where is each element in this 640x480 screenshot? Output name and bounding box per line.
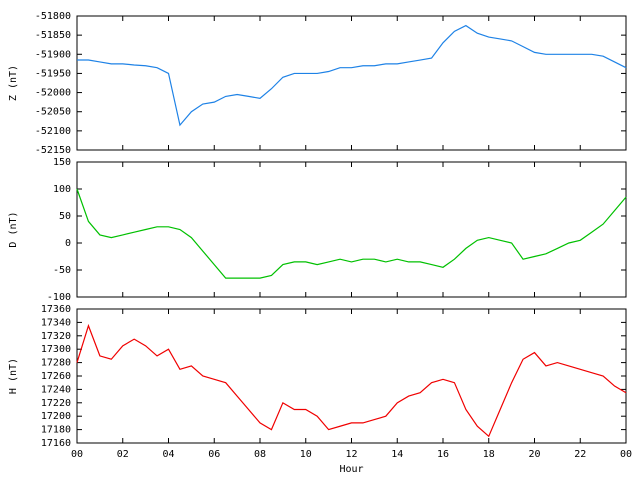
y-tick-label: -51900 (35, 49, 71, 60)
y-tick-label: 50 (59, 211, 71, 222)
y-tick-label: 17180 (41, 425, 71, 436)
y-tick-label: 100 (53, 184, 71, 195)
panel-frame (76, 161, 627, 298)
y-tick-label: 17260 (41, 371, 71, 382)
x-tick-label: 00 (71, 449, 83, 460)
y-tick-label: -100 (47, 292, 71, 303)
y-tick-label: -51850 (35, 30, 71, 41)
data-line (76, 188, 627, 279)
y-tick-label: 17300 (41, 344, 71, 355)
x-tick-label: 06 (208, 449, 220, 460)
y-tick-label: 17320 (41, 331, 71, 342)
y-tick-label: 0 (65, 238, 71, 249)
y-tick-label: -52000 (35, 88, 71, 99)
y-tick-label: 17280 (41, 358, 71, 369)
y-tick-label: -51800 (35, 11, 71, 22)
y-tick-label: -51950 (35, 68, 71, 79)
x-axis-label: Hour (339, 464, 363, 475)
y-tick-label: -52050 (35, 107, 71, 118)
y-tick-label: -52150 (35, 145, 71, 156)
x-tick-label: 18 (483, 449, 495, 460)
panel-frame (76, 15, 627, 151)
x-tick-label: 00 (620, 449, 632, 460)
data-line (77, 24, 627, 127)
x-tick-label: 22 (574, 449, 586, 460)
x-tick-label: 08 (254, 449, 266, 460)
y-tick-label: 150 (53, 157, 71, 168)
y-tick-label: 17340 (41, 317, 71, 328)
x-tick-label: 16 (437, 449, 449, 460)
y-tick-label: 17200 (41, 411, 71, 422)
x-tick-label: 10 (300, 449, 312, 460)
x-tick-label: 04 (162, 449, 174, 460)
y-tick-label: -52100 (35, 126, 71, 137)
x-tick-label: 02 (117, 449, 129, 460)
y-axis-label: Z (nT) (8, 65, 19, 101)
y-tick-label: 17160 (41, 438, 71, 449)
y-tick-label: 17240 (41, 384, 71, 395)
x-tick-label: 12 (345, 449, 357, 460)
y-tick-label: 17220 (41, 398, 71, 409)
x-tick-label: 20 (528, 449, 540, 460)
y-tick-label: 17360 (41, 304, 71, 315)
y-axis-label: D (nT) (8, 211, 19, 247)
x-tick-label: 14 (391, 449, 403, 460)
y-axis-label: H (nT) (8, 358, 19, 394)
data-line (76, 323, 627, 438)
y-tick-label: -50 (53, 265, 71, 276)
